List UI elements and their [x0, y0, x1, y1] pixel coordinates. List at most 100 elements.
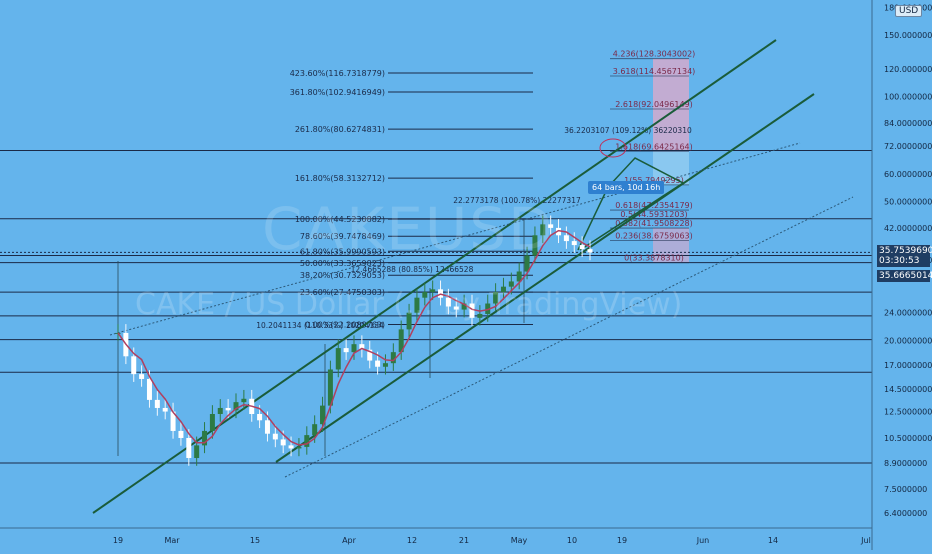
candle-body [202, 430, 208, 446]
candle-body [461, 303, 467, 310]
x-tick-label-3: Apr [342, 536, 357, 545]
candle-body [225, 407, 231, 411]
y-tick-label-3: 10.5000000 [884, 434, 932, 443]
last-price-value: 35.7539690 [879, 246, 932, 256]
bar-countdown: 03:30:53 [879, 256, 920, 266]
y-tick-label-13: 72.0000000 [884, 142, 932, 151]
fib-left-label-1: 361.80%(102.9416949) [290, 88, 385, 97]
fib-left-label-7: 50.00%(33.3659823) [300, 259, 385, 268]
fib-right-label-0: 4.236(128.3043002) [613, 50, 696, 59]
fib-right-label-6: 0.5(44.5931203) [620, 210, 687, 219]
watermark-ticker: CAKEUSD [262, 195, 555, 263]
bars-range-label: 64 bars, 10d 16h [588, 181, 665, 194]
candle-body [178, 430, 184, 438]
x-tick-label-6: May [511, 536, 528, 545]
candle-body [500, 286, 506, 293]
candle-body [170, 411, 176, 431]
fib-left-label-5: 78.60%(39.7478469) [300, 232, 385, 241]
fib-right-label-9: 0(33.3878310) [624, 254, 684, 263]
candle-body [453, 306, 459, 310]
y-tick-label-1: 7.5000000 [884, 485, 927, 494]
candle-body [516, 271, 522, 282]
fib-left-label-8: 38.20%(30.7329053) [300, 271, 385, 280]
fib-left-label-2: 261.80%(80.6274831) [295, 125, 385, 134]
candle-body [343, 348, 349, 353]
candle-body [469, 303, 475, 318]
currency-badge[interactable]: USD [895, 5, 923, 17]
x-tick-label-1: Mar [164, 536, 180, 545]
candle-body [445, 297, 451, 307]
candle-body [390, 352, 396, 364]
y-tick-label-15: 100.0000000 [884, 92, 932, 101]
candle-body [312, 424, 318, 436]
y-tick-label-16: 120.0000000 [884, 65, 932, 74]
candle-body [422, 292, 428, 298]
candle-body [406, 312, 412, 330]
measure-label-2: 22.2773178 (100.78%) 22277317 [453, 196, 581, 205]
channel-line-1 [275, 93, 815, 463]
candle-body [280, 439, 286, 446]
x-tick-label-10: 14 [768, 536, 778, 545]
candle-body [359, 344, 365, 350]
fib-zone-mid [653, 151, 689, 185]
fib-left-label-3: 161.80%(58.3132712) [295, 174, 385, 183]
y-tick-label-5: 14.5000000 [884, 385, 932, 394]
fib-left-label-0: 423.60%(116.7318779) [290, 69, 385, 78]
fib-right-label-7: 0.382(41.9508228) [615, 219, 693, 228]
x-tick-label-4: 12 [407, 536, 417, 545]
x-tick-label-0: 19 [113, 536, 123, 545]
fib-right-label-3: 1.618(69.6425164) [615, 142, 693, 151]
candle-body [296, 446, 302, 449]
candle-body [162, 407, 168, 412]
candle-body [351, 344, 357, 353]
y-tick-label-2: 8.9000000 [884, 459, 927, 468]
fib-right-label-1: 3.618(114.4567134) [613, 67, 696, 76]
y-tick-label-17: 150.0000000 [884, 31, 932, 40]
candle-body [548, 224, 554, 228]
fib-left-label-4: 100.00%(44.5230882) [295, 215, 385, 224]
channel-line-2 [284, 196, 854, 478]
fib-left-label-10: 0.00%(22.2088763) [305, 320, 385, 329]
candle-body [367, 349, 373, 361]
candle-body [139, 374, 145, 379]
candle-body [209, 414, 215, 431]
candle-body [264, 420, 270, 434]
y-tick-label-6: 17.0000000 [884, 361, 932, 370]
y-tick-label-0: 6.4000000 [884, 509, 927, 518]
y-tick-label-10: 42.0000000 [884, 224, 932, 233]
x-tick-label-9: Jun [696, 536, 710, 545]
candle-body [375, 360, 381, 367]
x-tick-label-8: 19 [617, 536, 627, 545]
fib-right-label-2: 2.618(92.0496149) [615, 100, 693, 109]
y-tick-label-7: 20.0000000 [884, 336, 932, 345]
candle-body [556, 227, 562, 236]
candle-body [288, 445, 294, 449]
candle-body [508, 281, 514, 287]
candle-body [257, 414, 263, 421]
candle-body [217, 407, 223, 415]
x-tick-label-5: 21 [459, 536, 469, 545]
candle-body [320, 405, 326, 425]
fib-right-label-5: 0.618(47.2354179) [615, 201, 693, 210]
candle-body [532, 235, 538, 256]
candle-body [335, 348, 341, 370]
candle-body [194, 445, 200, 459]
candle-body [493, 292, 499, 304]
last-price-tag: 35.7539690 03:30:53 [877, 245, 932, 267]
candle-body [382, 363, 388, 367]
candle-body [131, 356, 137, 375]
x-tick-label-7: 10 [567, 536, 577, 545]
candle-body [186, 437, 192, 459]
triangle-pattern [577, 157, 685, 251]
candle-body [327, 369, 333, 406]
candle-body [485, 303, 491, 314]
y-tick-label-4: 12.5000000 [884, 408, 932, 417]
candle-body [563, 235, 569, 242]
candle-body [398, 329, 404, 353]
candle-body [154, 399, 160, 408]
candle-body [146, 378, 152, 400]
alt-price-tag: 35.6665014 [877, 270, 932, 282]
candle-body [477, 313, 483, 318]
